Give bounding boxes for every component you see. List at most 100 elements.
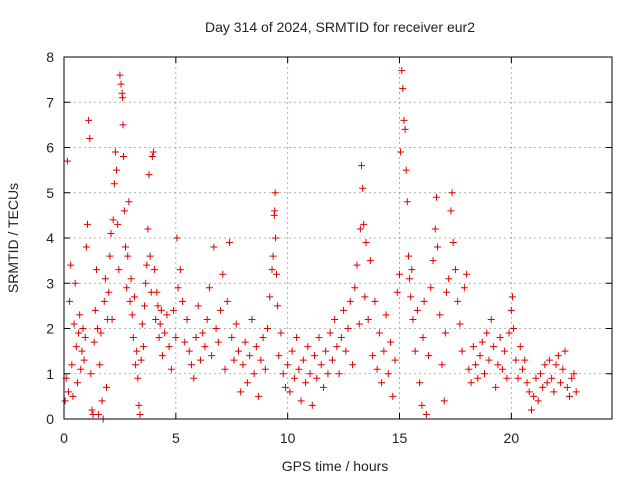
data-point [95,410,103,418]
data-point [141,302,149,310]
data-point [269,252,277,260]
data-point [331,315,339,323]
data-point [364,315,372,323]
data-point [523,379,531,387]
data-point [281,383,289,391]
data-point [102,383,110,391]
data-point [335,370,343,378]
data-point [109,216,117,224]
data-point [268,266,276,274]
data-point [384,370,392,378]
data-point [110,180,118,188]
data-point [545,356,553,364]
data-point [94,325,102,332]
data-point [284,361,292,369]
data-point [440,397,448,405]
data-point [149,148,157,156]
data-point [441,329,449,337]
data-point [521,356,529,364]
data-point [429,257,437,265]
points-layer [61,67,580,423]
data-point [382,311,390,319]
data-point [167,365,175,373]
data-point [113,166,121,174]
data-point [288,347,296,355]
y-tick-label: 2 [46,321,54,337]
data-point [566,392,574,400]
data-point [128,311,136,319]
data-point [375,329,383,337]
data-point [326,329,334,337]
data-point [467,379,475,387]
data-point [393,288,401,296]
data-point [252,343,260,351]
data-point [357,162,365,170]
data-point [313,374,321,382]
data-point [293,334,301,342]
data-point [563,383,571,391]
data-point [205,284,213,292]
data-point [359,184,367,192]
data-point [286,388,294,396]
data-point [516,343,524,351]
data-point [391,356,399,364]
data-point [96,361,104,369]
data-point [561,347,569,355]
x-tick-label: 10 [280,430,296,446]
data-point [389,392,397,400]
data-point [203,315,211,323]
data-point [342,347,350,355]
data-point [124,252,132,260]
data-point [568,374,576,382]
data-point [173,234,181,242]
x-tick-label: 20 [504,430,520,446]
data-point [153,288,161,296]
data-point [183,315,191,323]
data-point [75,329,83,337]
data-point [139,343,147,351]
data-point [458,347,466,355]
data-point [387,338,395,346]
data-point [361,293,369,301]
data-point [127,275,135,283]
data-point [308,401,316,409]
data-point [481,370,489,378]
data-point [158,352,166,360]
data-point [559,365,567,373]
data-point [344,325,352,332]
data-point [123,284,131,292]
data-point [356,225,364,233]
data-point [333,343,341,351]
data-point [155,334,163,342]
data-point [373,365,381,373]
data-point [73,379,81,387]
data-point [125,198,133,206]
data-point [492,383,500,391]
data-point [510,325,518,332]
data-point [100,297,108,305]
data-point [172,334,180,342]
data-point [408,266,416,274]
data-point [152,315,160,323]
data-point [360,220,368,228]
data-point [476,352,484,360]
data-point [371,297,379,305]
data-point [472,361,480,369]
y-tick-label: 5 [46,185,54,201]
data-point [302,379,310,387]
data-point [503,374,511,382]
data-point [442,288,450,296]
data-point [541,361,549,369]
data-point [264,325,272,332]
data-point [219,270,227,278]
data-point [525,388,533,396]
data-point [157,306,165,314]
data-point [106,252,114,260]
data-point [369,352,377,360]
data-point [536,370,544,378]
data-point [126,297,134,305]
data-point [396,270,404,278]
data-point [401,125,409,133]
data-point [416,379,424,387]
data-point [402,166,410,174]
